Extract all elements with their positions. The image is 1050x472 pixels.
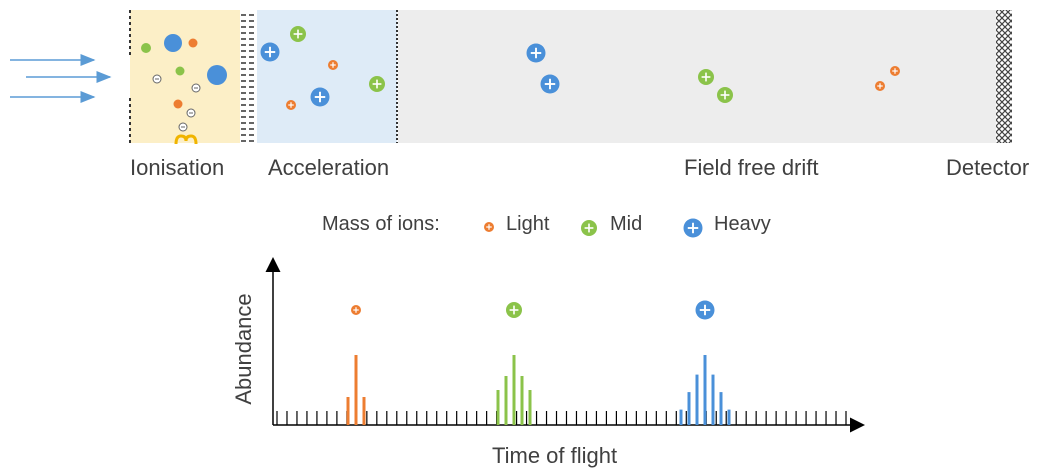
light-ion: [890, 66, 900, 76]
neutral-molecule: [207, 65, 227, 85]
legend-mid-ion-icon: [581, 220, 597, 236]
stage-label-acceleration: Acceleration: [268, 155, 390, 180]
mid-ion: [369, 76, 385, 92]
filament-icon: [174, 134, 198, 145]
stage-label-ionisation: Ionisation: [130, 155, 225, 180]
light-ion: [286, 100, 296, 110]
electron-icon: [178, 122, 188, 132]
legend-label-heavy: Heavy: [714, 213, 771, 235]
electron-icon: [191, 83, 201, 93]
heavy-ion: [526, 43, 546, 63]
mid-peak-ion-icon: [506, 302, 522, 318]
heavy-ion: [310, 87, 330, 107]
heavy-peak-ion-icon: [695, 300, 715, 320]
drift-region: [398, 10, 996, 143]
stage-label-drift: Field free drift: [684, 155, 819, 180]
legend-label-light: Light: [506, 213, 550, 235]
electron-icon: [186, 108, 196, 118]
x-axis-label: Time of flight: [492, 443, 618, 468]
acceleration-region: [257, 10, 397, 143]
mid-ion: [698, 69, 714, 85]
neutral-molecule: [141, 43, 151, 53]
neutral-molecule: [188, 38, 198, 48]
stage-label-detector: Detector: [946, 155, 1030, 180]
legend-light-ion-icon: [484, 222, 494, 232]
extraction-grid: [240, 10, 257, 143]
mid-ion: [717, 87, 733, 103]
legend-title: Mass of ions:: [322, 213, 440, 235]
detector-plate: [996, 10, 1012, 143]
mid-ion: [290, 26, 306, 42]
neutral-molecule: [164, 34, 182, 52]
electron-icon: [152, 74, 162, 84]
heavy-ion: [540, 74, 560, 94]
heavy-ion: [260, 42, 280, 62]
neutral-molecule: [175, 66, 185, 76]
legend-label-mid: Mid: [610, 213, 643, 235]
y-axis-label: Abundance: [231, 293, 256, 405]
neutral-molecule: [173, 99, 183, 109]
light-ion: [328, 60, 338, 70]
legend-heavy-ion-icon: [683, 218, 703, 238]
light-ion: [875, 81, 885, 91]
light-peak-ion-icon: [351, 305, 361, 315]
